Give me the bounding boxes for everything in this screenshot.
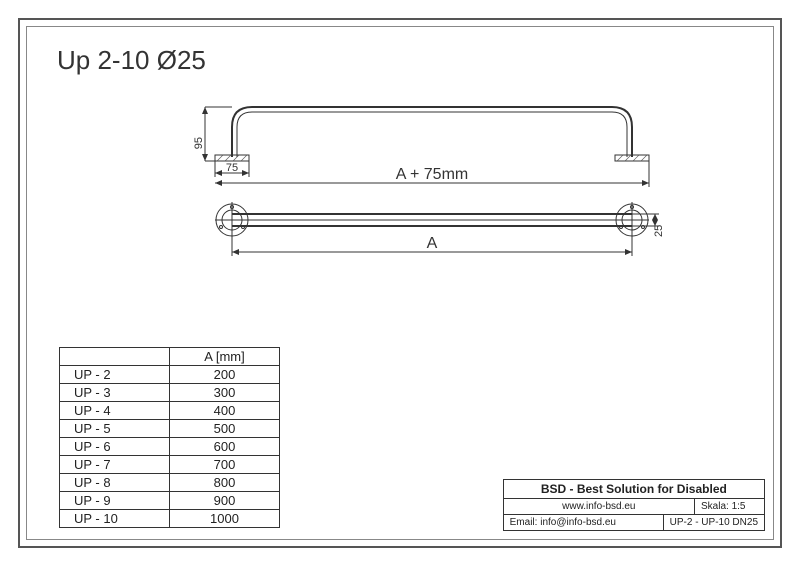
drawing-outer-frame: Up 2-10 Ø25 xyxy=(18,18,782,548)
value-cell: 900 xyxy=(170,492,280,510)
table-row: UP - 3300 xyxy=(60,384,280,402)
model-cell: UP - 2 xyxy=(60,366,170,384)
company-name: BSD - Best Solution for Disabled xyxy=(503,480,764,499)
table-header-row: A [mm] xyxy=(60,348,280,366)
table-row: UP - 101000 xyxy=(60,510,280,528)
value-cell: 200 xyxy=(170,366,280,384)
scale-value: 1:5 xyxy=(732,501,746,512)
model-cell: UP - 9 xyxy=(60,492,170,510)
table-row: UP - 7700 xyxy=(60,456,280,474)
email-value: info@info-bsd.eu xyxy=(540,517,616,528)
model-cell: UP - 10 xyxy=(60,510,170,528)
value-cell: 500 xyxy=(170,420,280,438)
model-cell: UP - 8 xyxy=(60,474,170,492)
dim-diameter: 25 xyxy=(653,225,665,237)
dimension-table: A [mm] UP - 2200UP - 3300UP - 4400UP - 5… xyxy=(59,347,280,528)
value-cell: 800 xyxy=(170,474,280,492)
side-view: 95 75 A + 75mm xyxy=(177,97,697,187)
dim-height: 95 xyxy=(193,137,205,149)
dim-base: 75 xyxy=(226,162,238,174)
model-cell: UP - 3 xyxy=(60,384,170,402)
orthographic-views: 95 75 A + 75mm xyxy=(177,97,697,277)
dim-length-a: A xyxy=(427,235,438,252)
table-row: UP - 9900 xyxy=(60,492,280,510)
table-row: UP - 2200 xyxy=(60,366,280,384)
model-cell: UP - 6 xyxy=(60,438,170,456)
header-model xyxy=(60,348,170,366)
value-cell: 400 xyxy=(170,402,280,420)
model-cell: UP - 7 xyxy=(60,456,170,474)
scale-label: Skala: xyxy=(701,501,729,512)
value-cell: 300 xyxy=(170,384,280,402)
value-cell: 700 xyxy=(170,456,280,474)
front-view: 25 A xyxy=(177,200,697,280)
email-label: Email: xyxy=(510,517,538,528)
table-row: UP - 5500 xyxy=(60,420,280,438)
model-cell: UP - 4 xyxy=(60,402,170,420)
table-row: UP - 8800 xyxy=(60,474,280,492)
part-number: UP-2 - UP-10 DN25 xyxy=(663,515,764,531)
dim-overall-length: A + 75mm xyxy=(396,166,468,183)
value-cell: 600 xyxy=(170,438,280,456)
value-cell: 1000 xyxy=(170,510,280,528)
website: www.info-bsd.eu xyxy=(503,499,694,515)
header-value: A [mm] xyxy=(170,348,280,366)
drawing-inner-frame: Up 2-10 Ø25 xyxy=(26,26,774,540)
table-row: UP - 6600 xyxy=(60,438,280,456)
table-row: UP - 4400 xyxy=(60,402,280,420)
drawing-title: Up 2-10 Ø25 xyxy=(57,45,206,76)
title-block: BSD - Best Solution for Disabled www.inf… xyxy=(503,479,765,531)
model-cell: UP - 5 xyxy=(60,420,170,438)
